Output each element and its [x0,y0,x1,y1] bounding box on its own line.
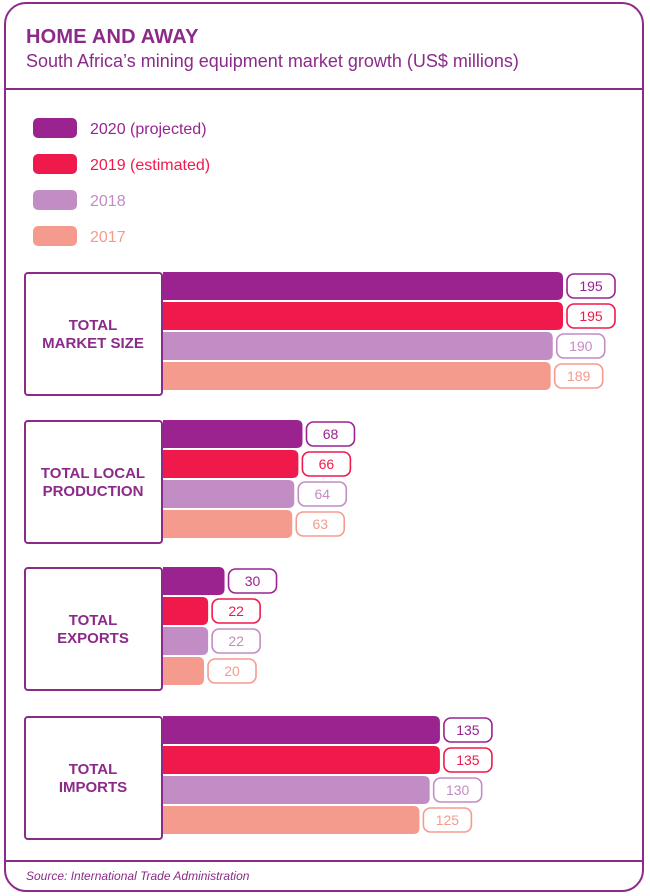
data-label: 130 [446,782,470,798]
bar [163,332,553,360]
category-label: MARKET SIZE [42,335,144,352]
data-label-box [295,511,346,537]
category-box [24,567,163,691]
data-label: 66 [319,456,335,472]
bar [163,597,209,625]
data-label: 30 [245,573,261,589]
data-label-box [211,628,261,654]
data-label-box [566,303,616,329]
data-label: 63 [312,516,328,532]
data-label: 125 [436,812,460,828]
chart-subtitle: South Africa’s mining equipment market g… [26,51,519,71]
data-label: 195 [579,308,603,324]
bar [163,627,209,655]
data-label-box [305,421,356,447]
legend-swatch-2018 [33,190,77,210]
legend-swatch-2020-projected [33,118,77,138]
data-label: 195 [579,278,603,294]
data-label: 68 [323,426,339,442]
chart-header: HOME AND AWAY South Africa’s mining equi… [6,4,642,90]
category-box [24,716,163,840]
legend-label-2019-estimated: 2019 (estimated) [90,157,210,174]
data-label-box [422,807,473,833]
bar [163,450,299,478]
data-label-box [553,363,604,389]
legend-label-2020-projected: 2020 (projected) [90,121,207,138]
data-label: 20 [224,663,240,679]
category-label: IMPORTS [59,779,127,796]
bar [163,302,563,330]
bar [163,420,303,448]
legend-swatch-2017 [33,226,77,246]
data-label-box [443,717,493,743]
category-box [24,272,163,396]
data-label-box [207,658,257,684]
bar [163,510,293,538]
bar [163,716,440,744]
data-label-box [432,777,483,803]
category-label: TOTAL LOCAL [41,465,145,482]
data-label-box [555,333,606,359]
data-label-box [566,273,616,299]
data-label: 189 [567,368,591,384]
bar [163,806,420,834]
source-note: Source: International Trade Administrati… [26,869,250,883]
category-label: TOTAL [69,317,118,334]
data-label-box [301,451,352,477]
data-label: 22 [228,633,244,649]
bar [163,746,440,774]
bar [163,567,225,595]
bar [163,272,563,300]
data-label: 135 [456,752,480,768]
category-label: TOTAL [69,761,118,778]
data-label: 190 [569,338,593,354]
data-label: 135 [456,722,480,738]
legend-label-2018: 2018 [90,193,126,210]
data-label-box [443,747,493,773]
category-label: EXPORTS [57,630,129,647]
chart-frame: HOME AND AWAY South Africa’s mining equi… [4,2,644,892]
category-label: PRODUCTION [43,483,144,500]
category-box [24,420,163,544]
bar [163,480,295,508]
legend-label-2017: 2017 [90,229,126,246]
category-label: TOTAL [69,612,118,629]
data-label-box [227,568,278,594]
data-label-box [211,598,261,624]
bar [163,657,205,685]
chart-footer: Source: International Trade Administrati… [6,860,642,890]
chart-title: HOME AND AWAY [26,26,199,48]
bar [163,362,551,390]
bar [163,776,430,804]
legend-swatch-2019-estimated [33,154,77,174]
data-label-box [297,481,348,507]
data-label: 64 [314,486,330,502]
data-label: 22 [228,603,244,619]
